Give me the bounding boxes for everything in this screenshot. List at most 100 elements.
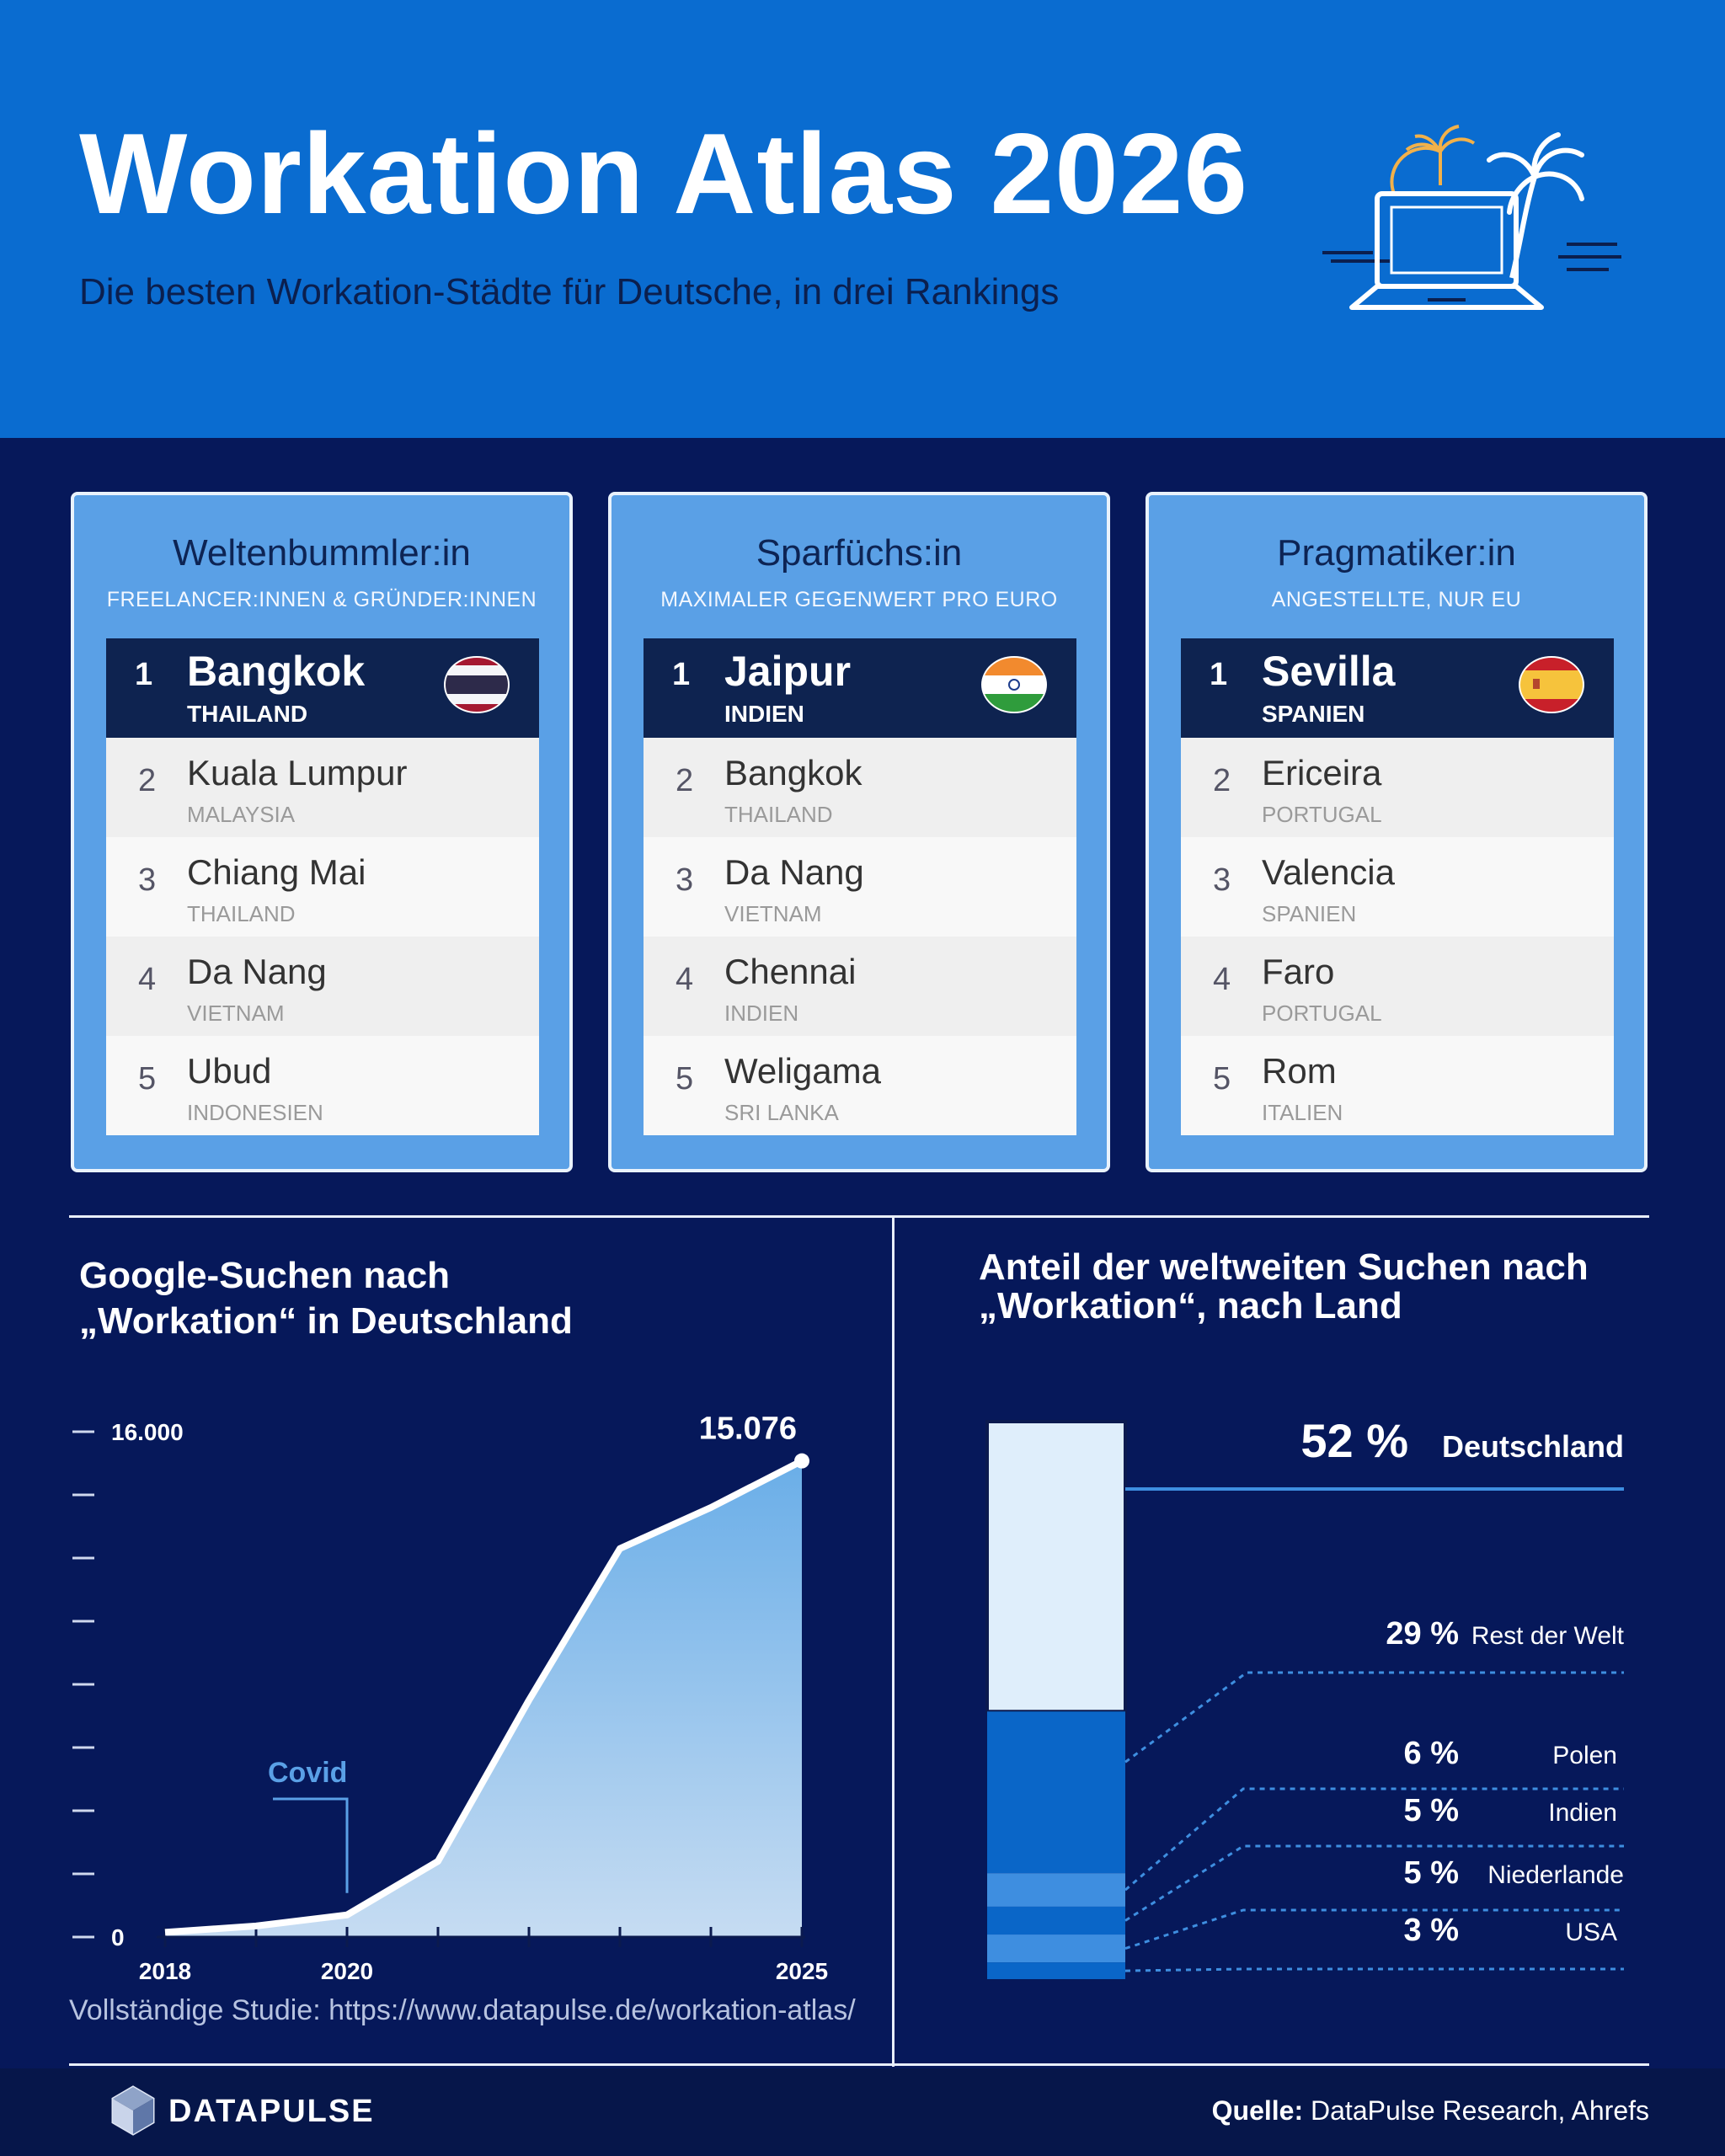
card-subtitle: FREELANCER:INNEN & GRÜNDER:INNEN <box>106 588 537 611</box>
stack-segment <box>987 1873 1125 1907</box>
country-name: VIETNAM <box>724 901 822 926</box>
line-chart-title: Google-Suchen nach „Workation“ in Deutsc… <box>79 1253 573 1344</box>
laptop-palm-icon <box>1322 125 1621 310</box>
leader-line <box>1124 1908 1624 1951</box>
stack-segment <box>987 1906 1125 1935</box>
country-name: THAILAND <box>187 701 308 727</box>
country-name: THAILAND <box>724 802 833 827</box>
share-category-label: Indien <box>1548 1799 1617 1827</box>
city-name: Valencia <box>1262 852 1395 892</box>
y-tick-label: 0 <box>111 1924 125 1951</box>
country-name: SPANIEN <box>1262 701 1365 727</box>
ranking-card-sparfuchs: Sparfüchs:in MAXIMALER GEGENWERT PRO EUR… <box>608 492 1110 1172</box>
share-chart-title-line2: „Workation“, nach Land <box>979 1285 1402 1326</box>
thailand-flag-icon <box>444 656 510 713</box>
rank-number: 5 <box>138 1061 157 1097</box>
list-item: 2 Ericeira PORTUGAL <box>1181 738 1614 837</box>
datapulse-logo-icon <box>111 2085 155 2136</box>
share-category-label: Niederlande <box>1487 1861 1624 1889</box>
list-item: 3 Chiang Mai THAILAND <box>106 837 539 937</box>
list-item: 4 Chennai INDIEN <box>644 937 1076 1036</box>
list-item: 5 Weligama SRI LANKA <box>644 1036 1076 1135</box>
country-name: INDONESIEN <box>187 1100 323 1125</box>
share-chart-title-line1: Anteil der weltweiten Suchen nach <box>979 1246 1589 1288</box>
city-name: Bangkok <box>187 648 366 695</box>
line-chart-title-line1: Google-Suchen nach <box>79 1255 451 1296</box>
city-name: Da Nang <box>724 852 864 892</box>
line-chart-title-line2: „Workation“ in Deutschland <box>79 1300 573 1342</box>
country-name: THAILAND <box>187 901 296 926</box>
rank-number: 5 <box>1213 1061 1231 1097</box>
stack-segment <box>987 1962 1125 1979</box>
area-fill <box>165 1460 802 1937</box>
ranking-card-pragmatiker: Pragmatiker:in ANGESTELLTE, NUR EU 1 Sev… <box>1146 492 1648 1172</box>
end-point <box>794 1453 809 1469</box>
rank-number: 1 <box>1210 657 1228 692</box>
list-item: 1 Bangkok THAILAND <box>106 638 539 738</box>
india-flag-icon <box>981 656 1047 713</box>
card-title: Pragmatiker:in <box>1277 532 1516 574</box>
share-value-label: 3 % <box>1404 1913 1459 1948</box>
spain-flag-icon <box>1519 656 1584 713</box>
city-name: Jaipur <box>724 648 852 695</box>
annotation-line <box>273 1797 349 1893</box>
page-subtitle: Die besten Workation-Städte für Deutsche… <box>79 271 1060 312</box>
list-item: 1 Sevilla SPANIEN <box>1181 638 1614 738</box>
country-name: PORTUGAL <box>1262 1001 1382 1026</box>
share-chart-title: Anteil der weltweiten Suchen nach „Worka… <box>979 1248 1589 1326</box>
x-tick-label: 2025 <box>776 1958 828 1984</box>
city-name: Kuala Lumpur <box>187 753 408 792</box>
city-name: Chennai <box>724 952 857 991</box>
line-chart: 0 16.000 2018 2020 2025 15.076 Covid <box>72 1412 828 1984</box>
header-banner <box>0 0 1725 438</box>
x-tick-label: 2020 <box>321 1958 373 1984</box>
end-value-label: 15.076 <box>699 1412 797 1447</box>
column-divider <box>892 1216 895 2067</box>
list-item: 5 Ubud INDONESIEN <box>106 1036 539 1135</box>
country-name: PORTUGAL <box>1262 802 1382 827</box>
city-name: Chiang Mai <box>187 852 366 892</box>
city-name: Weligama <box>724 1051 881 1091</box>
leader-line <box>1124 1844 1624 1922</box>
leader-line <box>1124 1967 1624 1972</box>
page-title: Workation Atlas 2026 <box>79 109 1249 237</box>
country-name: INDIEN <box>724 701 804 727</box>
share-category-label: USA <box>1565 1919 1617 1946</box>
city-name: Faro <box>1262 952 1335 991</box>
rank-number: 1 <box>672 657 691 692</box>
y-tick-label: 16.000 <box>111 1419 184 1445</box>
country-name: VIETNAM <box>187 1001 285 1026</box>
list-item: 2 Kuala Lumpur MALAYSIA <box>106 738 539 837</box>
stack-segment <box>987 1711 1125 1874</box>
brand-name: DATAPULSE <box>168 2094 375 2129</box>
footer-bar <box>0 2068 1725 2156</box>
stack-segment <box>987 1935 1125 1963</box>
city-name: Rom <box>1262 1051 1337 1091</box>
country-name: MALAYSIA <box>187 802 296 827</box>
city-name: Bangkok <box>724 753 862 792</box>
rank-number: 2 <box>138 763 157 798</box>
list-item: 4 Faro PORTUGAL <box>1181 937 1614 1036</box>
ranking-list: 1 Jaipur INDIEN 2 Bangkok THAILAND 3 Da … <box>644 638 1076 1135</box>
rank-number: 3 <box>1213 862 1231 898</box>
ranking-list: 1 Sevilla SPANIEN 2 Ericeira PORTUGAL 3 … <box>1181 638 1614 1135</box>
stack-segment <box>985 1420 1127 1714</box>
rank-number: 1 <box>135 657 153 692</box>
city-name: Sevilla <box>1262 648 1396 695</box>
country-name: SRI LANKA <box>724 1100 839 1125</box>
country-name: ITALIEN <box>1262 1100 1343 1125</box>
list-item: 4 Da Nang VIETNAM <box>106 937 539 1036</box>
ranking-list: 1 Bangkok THAILAND 2 Kuala Lumpur MALAYS… <box>106 638 539 1135</box>
card-title: Sparfüchs:in <box>756 532 963 574</box>
study-link[interactable]: Vollständige Studie: https://www.datapul… <box>69 1994 856 2026</box>
share-value-label: 29 % <box>1386 1616 1459 1652</box>
share-category-label: Rest der Welt <box>1471 1622 1625 1650</box>
country-name: SPANIEN <box>1262 901 1357 926</box>
source-label: Quelle: <box>1211 2095 1304 2126</box>
share-value-label: 5 % <box>1404 1793 1459 1828</box>
city-name: Da Nang <box>187 952 327 991</box>
card-title: Weltenbummler:in <box>173 532 471 574</box>
rank-number: 5 <box>676 1061 694 1097</box>
source-note: Quelle: DataPulse Research, Ahrefs <box>1212 2095 1649 2127</box>
leader-line <box>1124 1671 1624 1764</box>
